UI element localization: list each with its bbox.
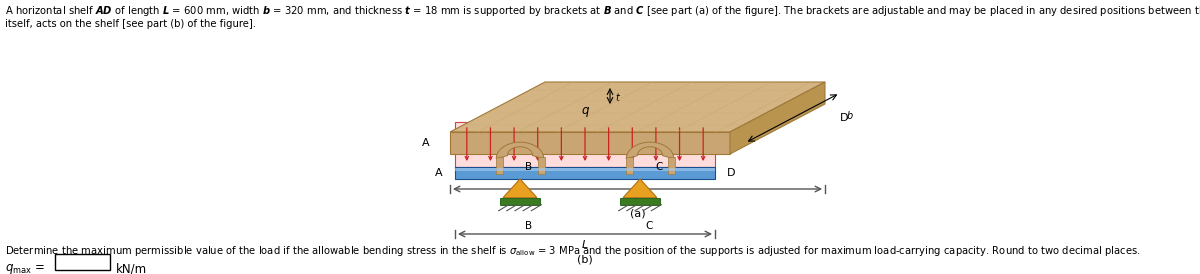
- Bar: [455, 122, 715, 167]
- Text: q: q: [581, 104, 589, 117]
- Text: A: A: [436, 168, 443, 178]
- Text: D: D: [727, 168, 736, 178]
- Bar: [496, 157, 503, 174]
- Text: C: C: [655, 162, 662, 172]
- Text: A horizontal shelf $\boldsymbol{AD}$ of length $\boldsymbol{L}$ = 600 mm, width : A horizontal shelf $\boldsymbol{AD}$ of …: [5, 4, 1200, 18]
- Bar: [538, 157, 545, 174]
- Text: B: B: [526, 162, 532, 172]
- Text: Determine the maximum permissible value of the load if the allowable bending str: Determine the maximum permissible value …: [5, 244, 1141, 258]
- Polygon shape: [497, 142, 544, 159]
- Polygon shape: [730, 82, 826, 154]
- Bar: [499, 198, 540, 205]
- Text: L: L: [582, 240, 588, 250]
- Polygon shape: [623, 179, 658, 198]
- Text: (a): (a): [630, 209, 646, 219]
- Bar: [55, 254, 110, 270]
- Text: D: D: [840, 113, 848, 123]
- Text: A: A: [422, 138, 430, 148]
- Polygon shape: [450, 132, 730, 154]
- Text: kN/m: kN/m: [116, 262, 148, 274]
- Text: $q_{\mathrm{max}}$ =: $q_{\mathrm{max}}$ =: [5, 262, 46, 274]
- Bar: [619, 198, 660, 205]
- Polygon shape: [626, 142, 674, 159]
- Polygon shape: [450, 82, 826, 132]
- Text: C: C: [646, 221, 653, 231]
- Text: (b): (b): [577, 254, 593, 264]
- Text: L: L: [635, 195, 641, 205]
- Text: b: b: [847, 111, 853, 121]
- Text: B: B: [526, 221, 532, 231]
- Polygon shape: [503, 179, 538, 198]
- Text: itself, acts on the shelf [see part (b) of the figure].: itself, acts on the shelf [see part (b) …: [5, 19, 256, 29]
- Bar: [667, 157, 674, 174]
- Bar: [455, 168, 715, 171]
- Bar: [625, 157, 632, 174]
- Text: t: t: [616, 93, 619, 103]
- Bar: [455, 167, 715, 179]
